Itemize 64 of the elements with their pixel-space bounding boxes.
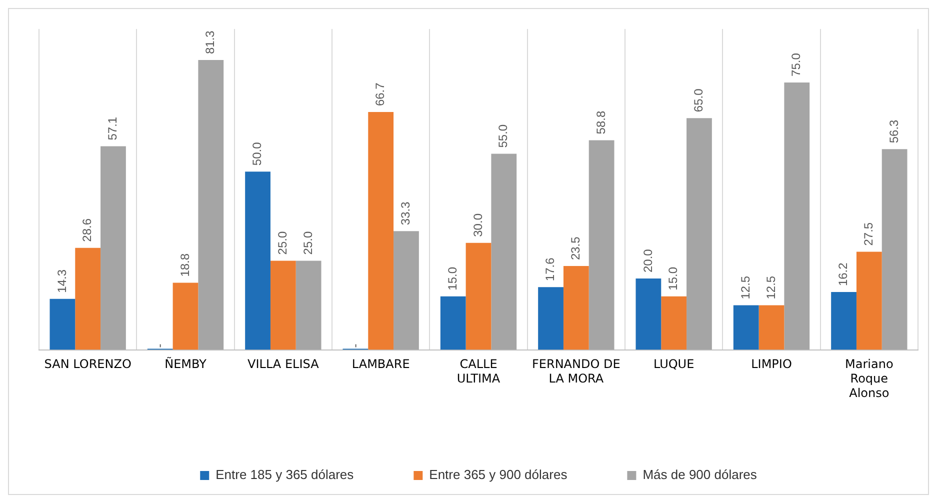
data-label: -: [348, 344, 362, 348]
bar: [75, 248, 101, 350]
bar: [588, 140, 614, 350]
data-label: 15.0: [666, 266, 680, 290]
data-label: 55.0: [496, 124, 510, 148]
legend-label: Más de 900 dólares: [642, 467, 758, 482]
bar: [636, 278, 662, 350]
bar: [296, 260, 322, 350]
bar: [686, 118, 712, 350]
data-label: 20.0: [640, 248, 655, 273]
bar: [172, 282, 198, 350]
bar: [538, 287, 564, 350]
bar: [198, 60, 224, 350]
bar: [733, 305, 759, 350]
bar: [466, 242, 492, 350]
data-label: 57.1: [106, 116, 120, 140]
bar: [563, 266, 589, 350]
bar: [758, 305, 784, 350]
x-tick-label: FERNANDO DE LA MORA: [532, 357, 620, 386]
data-label: 33.3: [398, 201, 413, 226]
x-tick-label: LIMPIO: [751, 357, 792, 372]
data-label: 66.7: [373, 82, 388, 106]
data-label: 16.2: [836, 262, 850, 286]
bar: [661, 296, 687, 350]
bar: [784, 82, 810, 350]
x-tick-label: SAN LORENZO: [44, 357, 132, 372]
data-label: 58.8: [594, 110, 608, 134]
data-label: 23.5: [568, 236, 582, 260]
data-label: 65.0: [692, 88, 706, 112]
data-label: 14.3: [54, 269, 69, 293]
bar: [245, 172, 270, 350]
legend-label: Entre 185 y 365 dólares: [216, 467, 354, 482]
data-label: -: [152, 344, 166, 348]
legend-label: Entre 365 y 900 dólares: [429, 467, 568, 482]
data-label: 15.0: [445, 266, 460, 290]
x-tick-label: ÑEMBY: [164, 356, 208, 372]
data-label: 27.5: [861, 222, 876, 246]
bar: [491, 154, 517, 350]
x-tick-label: Mariano Roque Alonso: [845, 357, 894, 400]
data-label: 25.0: [275, 231, 290, 255]
data-label: 12.5: [738, 276, 752, 300]
bar: [100, 146, 126, 350]
x-tick-label: LUQUE: [653, 357, 694, 372]
bar: [270, 260, 296, 350]
x-tick-label: VILLA ELISA: [248, 357, 320, 372]
data-label: 81.3: [203, 30, 218, 54]
bar: [50, 298, 76, 350]
data-label: 50.0: [250, 142, 264, 166]
bar: [368, 112, 394, 350]
data-label: 18.8: [178, 253, 192, 277]
data-label: 75.0: [789, 52, 804, 76]
data-label: 25.0: [300, 231, 315, 255]
bar: [831, 292, 856, 350]
bar: [440, 296, 466, 350]
x-tick-label: CALLE ULTIMA: [456, 357, 501, 386]
bar: [882, 149, 908, 350]
data-label: 12.5: [764, 276, 778, 300]
data-label: 30.0: [470, 213, 485, 237]
data-label: 56.3: [886, 119, 901, 144]
x-tick-label: LAMBARE: [352, 357, 410, 372]
data-label: 17.6: [543, 257, 558, 282]
data-label: 28.6: [80, 218, 94, 242]
bar: [394, 231, 419, 350]
bar: [856, 252, 882, 350]
